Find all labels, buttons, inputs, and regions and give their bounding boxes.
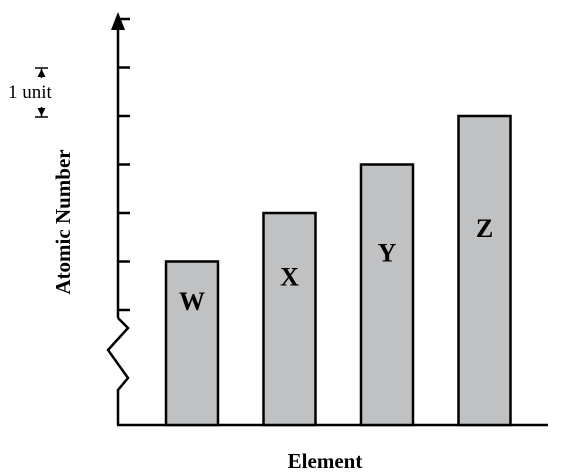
bar-z bbox=[457, 114, 512, 427]
y-axis-break bbox=[106, 317, 130, 425]
y-axis-ticks bbox=[117, 17, 130, 312]
bars-group bbox=[164, 114, 512, 427]
bar-y bbox=[359, 163, 415, 427]
unit-annotation: 1 unit bbox=[8, 67, 53, 118]
y-axis-arrow-icon bbox=[111, 12, 125, 30]
y-axis-title: Atomic Number bbox=[51, 149, 75, 294]
bar-label-w: W bbox=[179, 287, 205, 316]
bar-x bbox=[262, 211, 317, 427]
bar-label-x: X bbox=[280, 263, 299, 292]
bar-w bbox=[164, 260, 220, 427]
bar-labels-group: W X Y Z bbox=[179, 214, 493, 316]
bar-label-z: Z bbox=[476, 214, 493, 243]
x-axis-title: Element bbox=[288, 449, 363, 472]
unit-label: 1 unit bbox=[8, 82, 53, 103]
bar-label-y: Y bbox=[378, 238, 397, 267]
